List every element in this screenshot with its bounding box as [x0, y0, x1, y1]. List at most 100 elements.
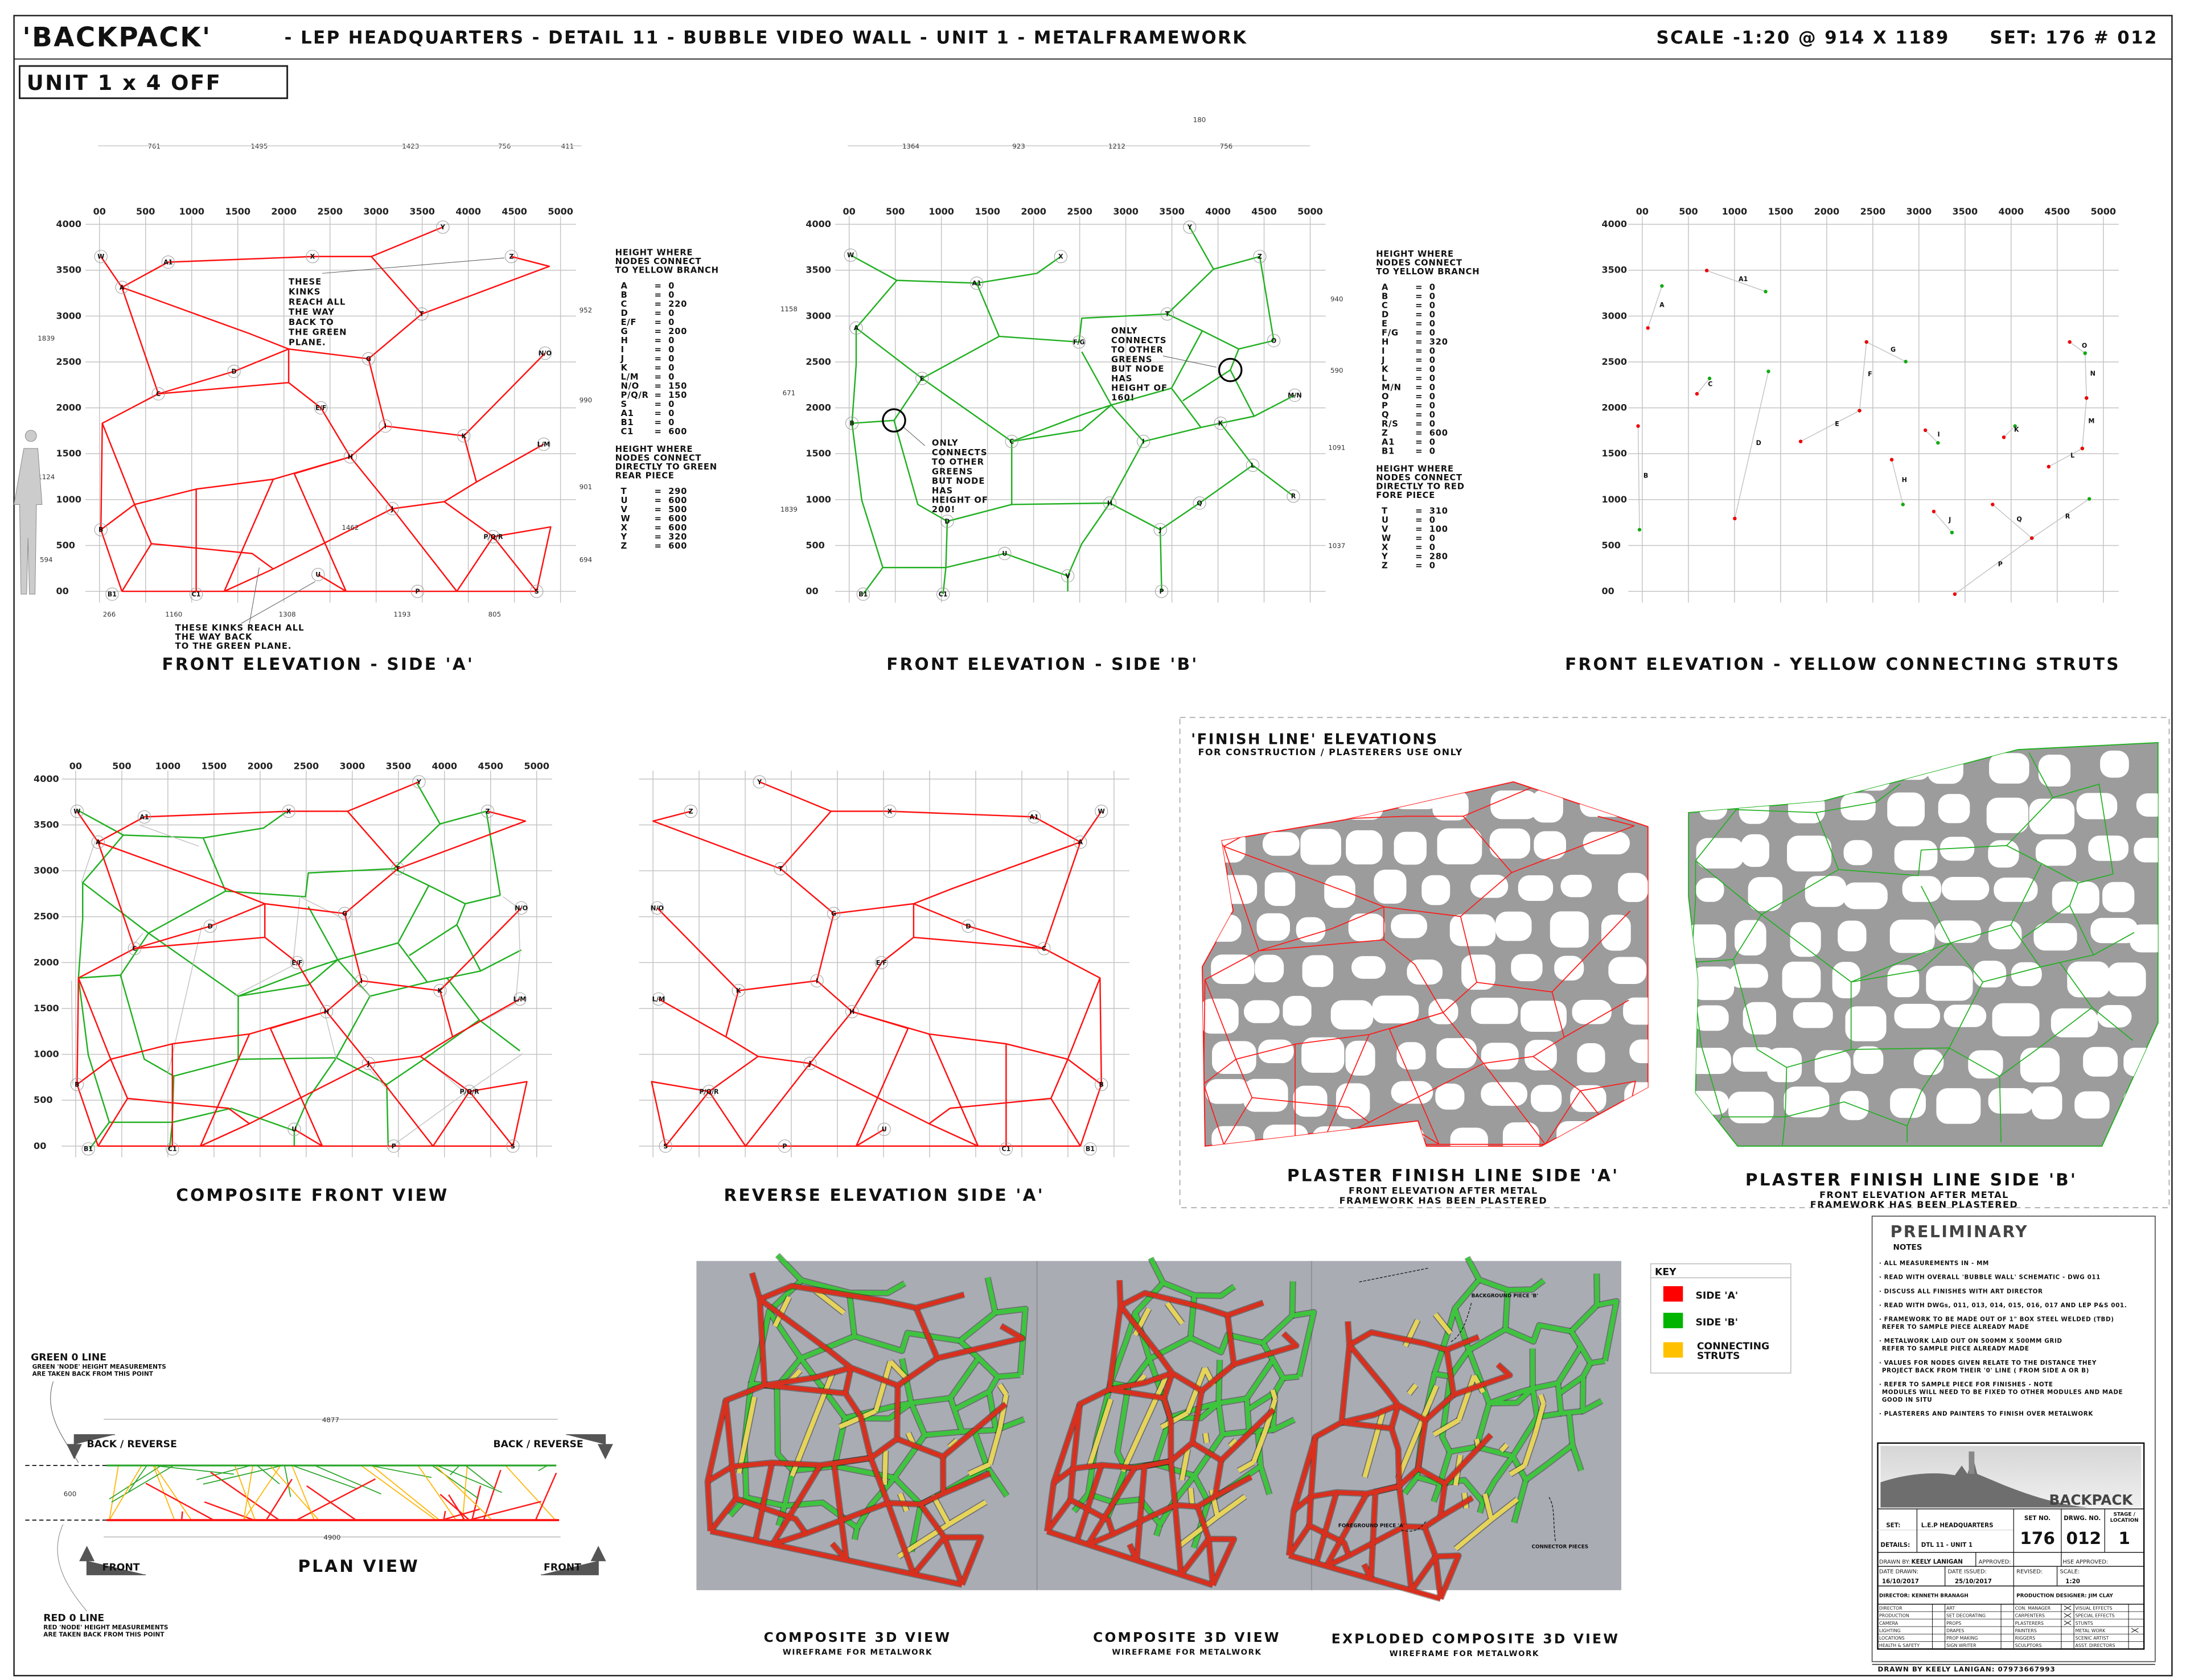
front-label-right: FRONT: [544, 1562, 581, 1574]
date-issued: 25/10/2017: [1955, 1578, 1992, 1585]
composite-side-a-member: [200, 998, 520, 1147]
y-tick-label: 3500: [1602, 265, 1628, 275]
table-key: W: [621, 514, 630, 524]
plaster-bubble: [1260, 785, 1300, 814]
view3d-red-member: [1109, 1371, 1173, 1392]
node-marker: [936, 587, 950, 601]
equals: =: [1415, 347, 1423, 356]
plaster-bubble: [1805, 756, 1848, 788]
node-label: B: [1099, 1081, 1104, 1088]
node-label: C1: [192, 591, 201, 598]
x-tick-label: 1000: [155, 761, 181, 772]
node-label: U: [291, 1126, 297, 1133]
view3d-red-member: [1444, 1349, 1512, 1397]
view3d-yellow-strut: [1086, 1398, 1113, 1469]
plaster-bubble: [1814, 1050, 1851, 1083]
node-label: U: [1002, 550, 1007, 558]
side-b-member: [856, 313, 1168, 380]
view3d-green-member: [1556, 1383, 1583, 1416]
equals: =: [1415, 447, 1423, 456]
node-marker: [1153, 523, 1167, 537]
plan-red-member: [296, 1478, 376, 1521]
finish-line-member: [1921, 886, 1951, 944]
node-label: K: [1218, 420, 1223, 427]
node-label: B: [75, 1081, 79, 1088]
distribution-check-icon[interactable]: [2064, 1605, 2072, 1611]
plaster-bubble: [1840, 793, 1876, 821]
yellow-strut: [1866, 341, 1906, 363]
node-label: H: [324, 1008, 329, 1015]
finish-line-member: [2010, 924, 2094, 968]
node-marker: [915, 372, 929, 385]
table-value: 0: [1429, 534, 1436, 543]
node-label: P: [392, 1143, 396, 1150]
distribution-check-icon[interactable]: [2131, 1628, 2139, 1633]
equals: =: [655, 281, 662, 291]
equals: =: [655, 505, 662, 514]
equals: =: [1415, 328, 1423, 338]
plan-strut: [435, 1465, 492, 1521]
node-marker: [1183, 220, 1197, 234]
node-label: R: [1291, 493, 1296, 500]
plaster-bubble: [1805, 876, 1847, 907]
node-marker: [1214, 417, 1227, 430]
plaster-bubble: [1845, 1006, 1887, 1041]
x-tick-label: 2500: [1067, 206, 1092, 217]
plaster-bubble: [1550, 911, 1589, 948]
view3d-red-member: [1068, 1468, 1115, 1535]
distribution-check-icon[interactable]: [2064, 1620, 2072, 1625]
finish-line-member: [1203, 1059, 1236, 1085]
plaster-bubble: [1351, 956, 1386, 979]
node-marker: [753, 775, 766, 789]
table-value: 0: [1429, 347, 1436, 356]
table-key: P: [1382, 401, 1388, 411]
distribution-check-icon[interactable]: [2064, 1613, 2072, 1618]
yellow-strut: [1800, 410, 1860, 442]
footer-drawn-by: DRAWN BY KEELY LANIGAN: 07973667993: [1877, 1665, 2055, 1673]
front-arrow-right-icon: [541, 1546, 606, 1575]
equals: =: [1415, 392, 1423, 402]
note-line: · VALUES FOR NODES GIVEN RELATE TO THE D…: [1879, 1360, 2097, 1366]
node-label: V: [1065, 573, 1070, 580]
node-marker: [530, 584, 544, 598]
x-tick-label: 1500: [975, 206, 1000, 217]
node-label: T: [1165, 311, 1170, 318]
table-key: R/S: [1382, 419, 1399, 429]
view3d-red-member: [843, 1367, 853, 1394]
plaster-bubble: [1850, 754, 1891, 791]
equals: =: [655, 345, 662, 355]
table-key: J: [620, 354, 624, 364]
x-tick-label: 00: [1636, 206, 1649, 217]
table-value: 0: [1429, 419, 1436, 429]
view3d-yellow-strut: [1160, 1411, 1189, 1430]
caption-3d-3: EXPLODED COMPOSITE 3D VIEW: [1332, 1631, 1620, 1647]
strut-label: A1: [1739, 275, 1748, 283]
red-end-dot: [1889, 458, 1894, 462]
view3d-yellow-strut: [1209, 1489, 1220, 1517]
y-tick-label: 2500: [806, 356, 831, 367]
plan-red-member: [210, 1472, 280, 1521]
dimension: 1839: [780, 505, 798, 513]
distribution-item: PROPS: [1946, 1621, 1961, 1626]
view3d-yellow-strut: [931, 1494, 951, 1526]
plaster-bubble: [1554, 956, 1584, 981]
node-marker: [650, 901, 664, 915]
y-tick-label: 2000: [806, 402, 831, 413]
composite-strut: [482, 1003, 516, 1022]
view3d-yellow-strut: [1251, 1428, 1268, 1463]
red-end-dot: [1798, 439, 1803, 443]
equals: =: [655, 514, 662, 524]
table-key: B1: [621, 418, 634, 427]
node-label: K: [736, 987, 741, 995]
stage-value: 1: [2118, 1529, 2130, 1548]
side-a-member: [463, 435, 478, 483]
composite-side-b-member: [446, 977, 520, 1052]
strut-label: E: [1835, 421, 1839, 428]
y-tick-label: 1000: [806, 494, 831, 505]
table-key: V: [621, 505, 627, 514]
y-tick-label: 3000: [34, 865, 59, 876]
node-marker: [1287, 489, 1300, 503]
finish-line-member: [1691, 809, 1737, 963]
distribution-item: PROP MAKING: [1946, 1636, 1978, 1641]
reverse-side-a-member: [651, 1056, 759, 1147]
